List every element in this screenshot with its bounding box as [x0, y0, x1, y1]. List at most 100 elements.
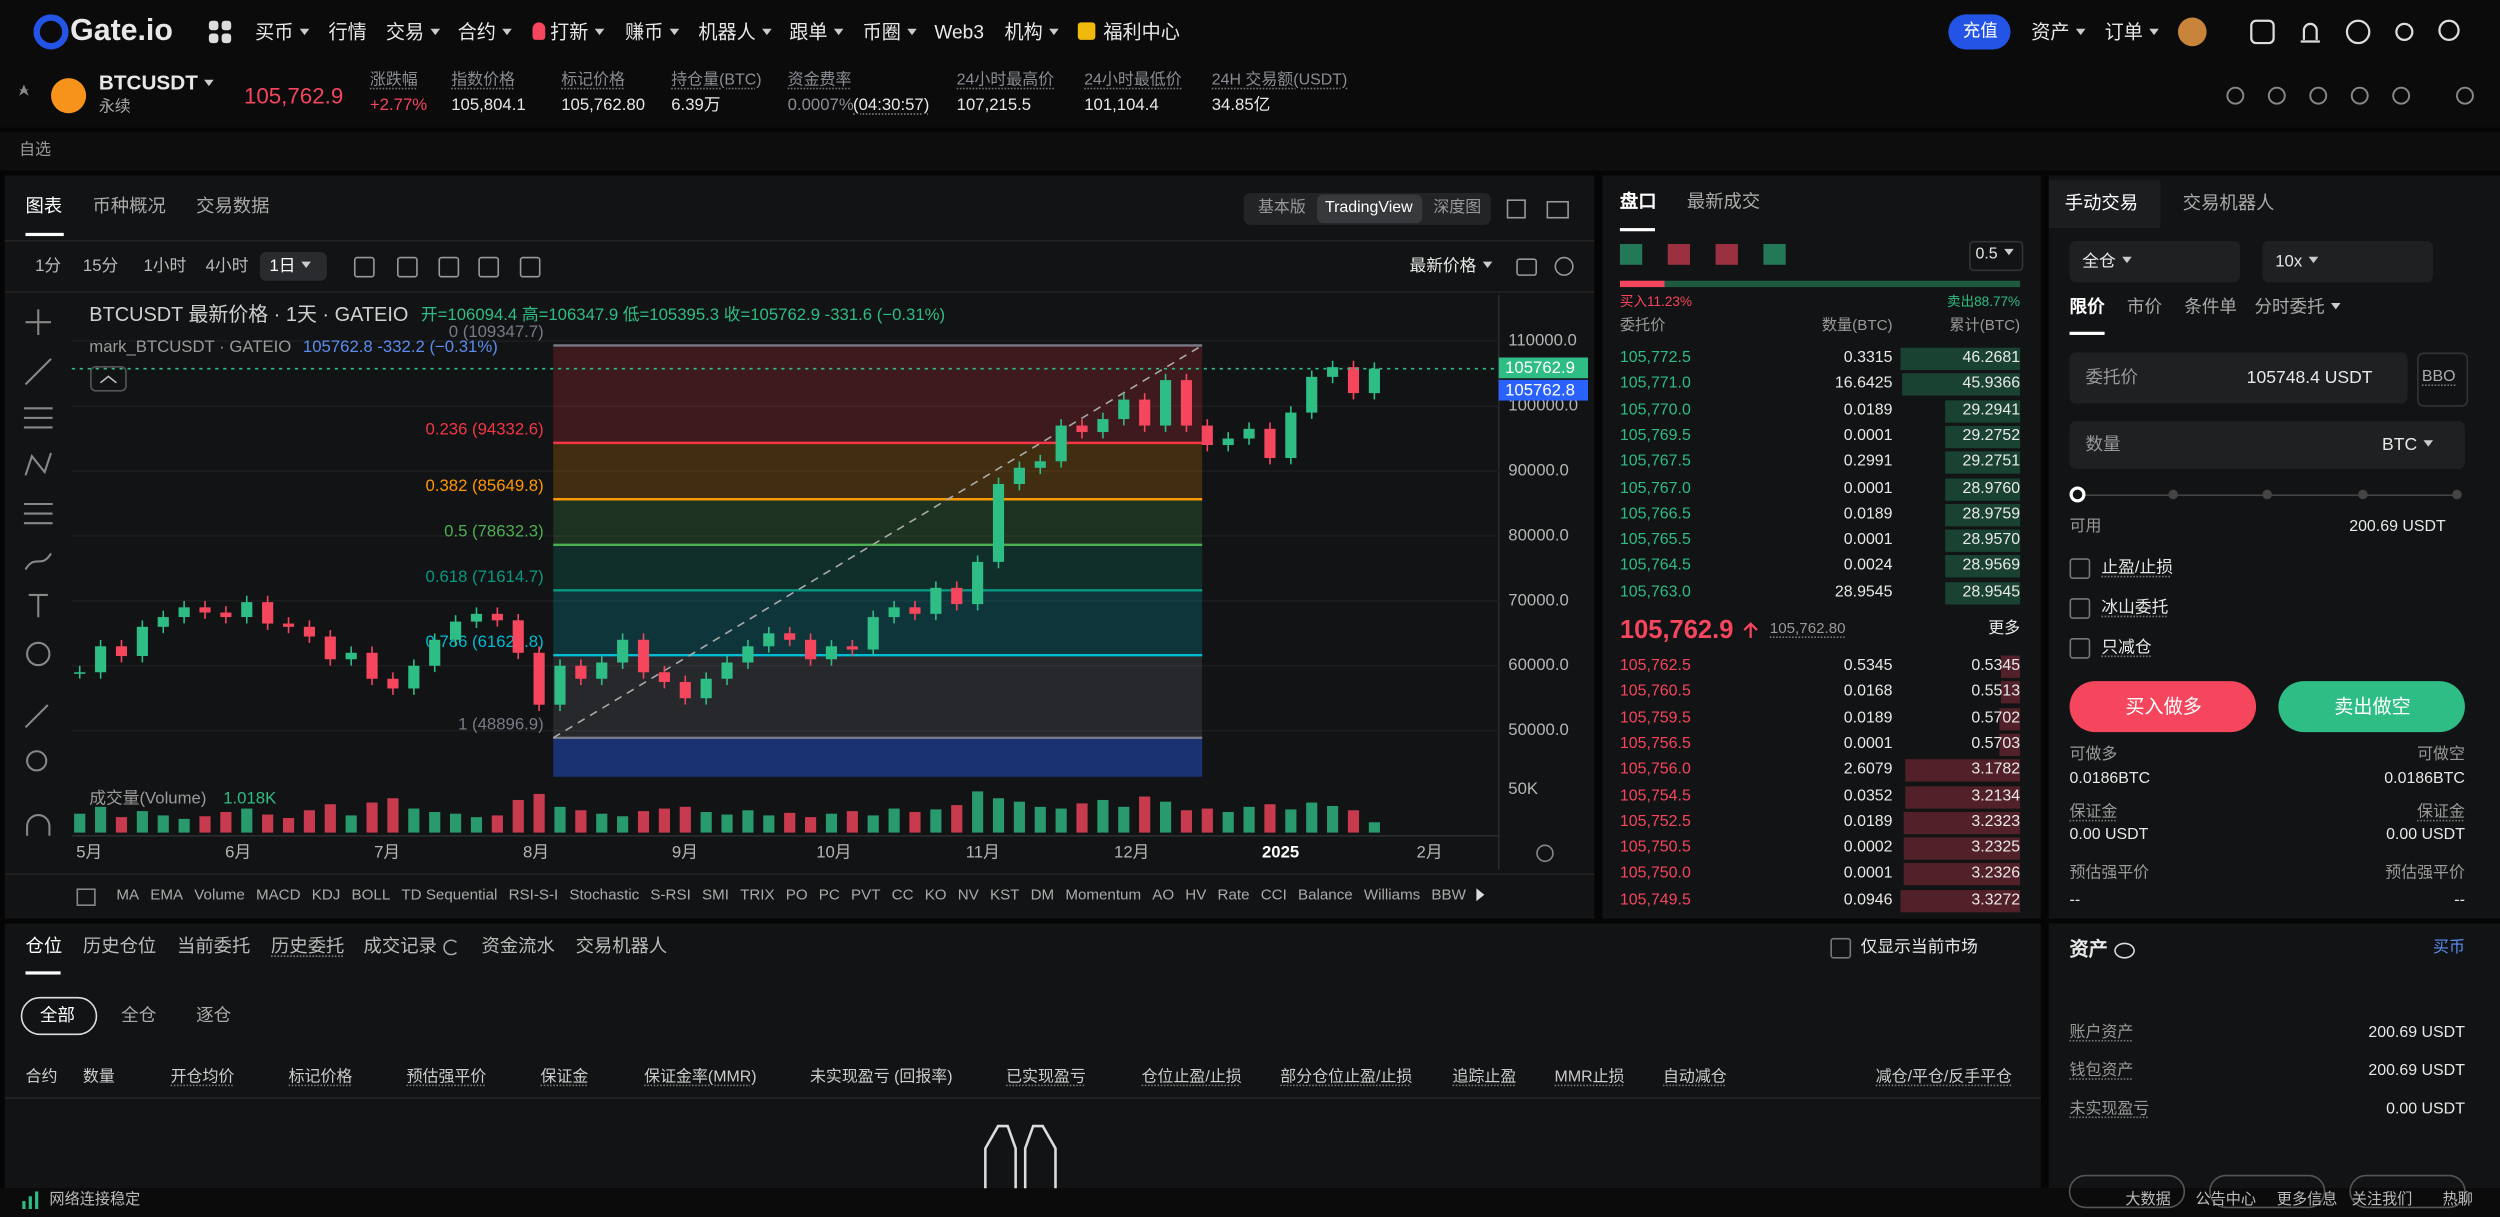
footer-link[interactable]: 大数据	[2125, 1191, 2171, 1210]
indicator[interactable]: AO	[1152, 886, 1175, 905]
option-label[interactable]: 冰山委托	[2101, 598, 2169, 618]
chart-tool-icon[interactable]	[438, 256, 460, 278]
book-price[interactable]: 105,766.5	[1619, 505, 1691, 523]
chart-tool-icon[interactable]	[519, 256, 541, 278]
indicator[interactable]: PO	[785, 886, 808, 905]
checkbox[interactable]	[2069, 638, 2091, 659]
position-filter[interactable]: 全部	[39, 1006, 75, 1026]
tool-icon[interactable]	[2309, 86, 2328, 105]
nav-item[interactable]: 合约	[458, 21, 512, 43]
pattern-tool[interactable]	[24, 452, 53, 476]
position-tab[interactable]: 当前委托	[176, 937, 251, 957]
book-price[interactable]: 105,771.0	[1619, 375, 1691, 393]
bell-icon[interactable]	[2300, 22, 2320, 43]
nav-item[interactable]: 行情	[328, 20, 367, 44]
indicator[interactable]: Rate	[1217, 886, 1250, 905]
indicator[interactable]: Volume	[194, 886, 245, 905]
indicator[interactable]: MA	[116, 886, 140, 905]
indicator-icon[interactable]	[76, 888, 96, 906]
symbol[interactable]: BTCUSDT	[99, 71, 214, 94]
book-price[interactable]: 105,767.5	[1619, 453, 1691, 471]
price-input[interactable]	[2069, 352, 2408, 404]
interval[interactable]: 4小时	[205, 256, 249, 276]
indicator[interactable]: TD Sequential	[401, 886, 498, 905]
order-book-tab[interactable]: 最新成交	[1686, 192, 1761, 213]
indicator[interactable]: CCI	[1260, 886, 1287, 905]
position-tab[interactable]: 成交记录	[363, 937, 437, 957]
position-tab[interactable]: 历史仓位	[82, 937, 157, 957]
slider-stop[interactable]	[2262, 489, 2273, 500]
tool-icon[interactable]	[2350, 86, 2369, 105]
position-filter[interactable]: 逐仓	[196, 1006, 232, 1026]
indicator[interactable]: KDJ	[311, 886, 341, 905]
layout-icon[interactable]	[1715, 244, 1738, 265]
crosshair-tool[interactable]	[25, 309, 52, 335]
watchlist-label[interactable]: 自选	[19, 141, 52, 160]
buy-button[interactable]	[2069, 681, 2257, 733]
position-filter[interactable]: 全仓	[121, 1006, 157, 1026]
nav-item[interactable]: 机构	[1004, 21, 1058, 43]
zoom-tool[interactable]	[26, 750, 48, 772]
tool-icon[interactable]	[2456, 86, 2474, 105]
book-price[interactable]: 105,750.0	[1619, 865, 1691, 883]
indicator[interactable]: TRIX	[740, 886, 775, 905]
slider-stop[interactable]	[2358, 489, 2368, 500]
snapshot-icon[interactable]	[1516, 258, 1538, 276]
position-tab[interactable]: 历史委托	[271, 937, 345, 957]
sell-button[interactable]	[2278, 681, 2465, 733]
view-option[interactable]: 深度图	[1433, 199, 1482, 217]
precision[interactable]: 0.5	[1975, 244, 2013, 266]
collapse-button[interactable]	[90, 366, 127, 392]
book-price[interactable]: 105,765.5	[1619, 531, 1691, 549]
orders-menu[interactable]: 订单	[2105, 21, 2159, 43]
checkbox[interactable]	[1830, 937, 1852, 959]
book-price[interactable]: 105,759.5	[1619, 709, 1691, 727]
eye-icon[interactable]	[2114, 942, 2135, 959]
position-tab[interactable]: 交易机器人	[575, 937, 668, 957]
buy-crypto-link[interactable]: 买币	[2433, 939, 2465, 957]
tool-icon[interactable]	[2267, 86, 2286, 105]
search-icon[interactable]	[2438, 19, 2460, 41]
indicator[interactable]: Stochastic	[569, 886, 640, 905]
settings-icon[interactable]	[1554, 256, 1574, 276]
trade-tab[interactable]: 交易机器人	[2182, 194, 2275, 214]
order-type[interactable]: 限价	[2069, 298, 2105, 318]
order-type[interactable]: 市价	[2126, 298, 2163, 318]
book-price[interactable]: 105,764.5	[1619, 557, 1691, 575]
layout-icon[interactable]	[1763, 244, 1786, 265]
apps-icon[interactable]	[208, 20, 232, 44]
book-price[interactable]: 105,754.5	[1619, 787, 1691, 805]
view-option[interactable]: 基本版	[1257, 199, 1306, 217]
nav-item[interactable]: 买币	[255, 21, 309, 43]
indicator[interactable]: Williams	[1363, 886, 1421, 905]
nav-item[interactable]: Web3	[934, 20, 984, 44]
quantity-unit[interactable]: BTC	[2382, 434, 2433, 456]
layout-icon[interactable]	[1619, 244, 1643, 265]
indicator[interactable]: DM	[1030, 886, 1055, 905]
book-price[interactable]: 105,749.5	[1619, 891, 1691, 909]
nav-item[interactable]: 币圈	[863, 21, 917, 43]
book-price[interactable]: 105,752.5	[1619, 813, 1691, 831]
logo-icon[interactable]	[33, 14, 69, 50]
nav-item[interactable]: 打新	[550, 21, 604, 43]
position-tab[interactable]: 仓位	[25, 937, 63, 957]
deposit-button[interactable]	[1948, 14, 2011, 50]
settings-icon[interactable]	[1536, 844, 1554, 863]
line-tool[interactable]	[24, 358, 52, 386]
book-price[interactable]: 105,760.5	[1619, 683, 1691, 701]
interval[interactable]: 1小时	[143, 256, 187, 276]
book-price[interactable]: 105,756.5	[1619, 735, 1691, 753]
checkbox[interactable]	[2069, 558, 2091, 579]
favorite-star[interactable]	[19, 84, 29, 96]
interval[interactable]: 1日	[269, 255, 311, 277]
window-icon[interactable]	[1546, 200, 1569, 219]
indicator[interactable]: MACD	[255, 886, 301, 905]
book-price[interactable]: 105,762.5	[1619, 657, 1691, 675]
chart-tab[interactable]: 交易数据	[196, 197, 270, 217]
indicator[interactable]: SMI	[701, 886, 729, 905]
book-price[interactable]: 105,769.5	[1619, 427, 1691, 445]
refresh-icon[interactable]	[443, 939, 460, 956]
asset-button[interactable]	[2349, 1174, 2466, 1209]
book-price[interactable]: 105,767.0	[1619, 479, 1691, 497]
fullscreen-icon[interactable]	[1506, 199, 1526, 219]
